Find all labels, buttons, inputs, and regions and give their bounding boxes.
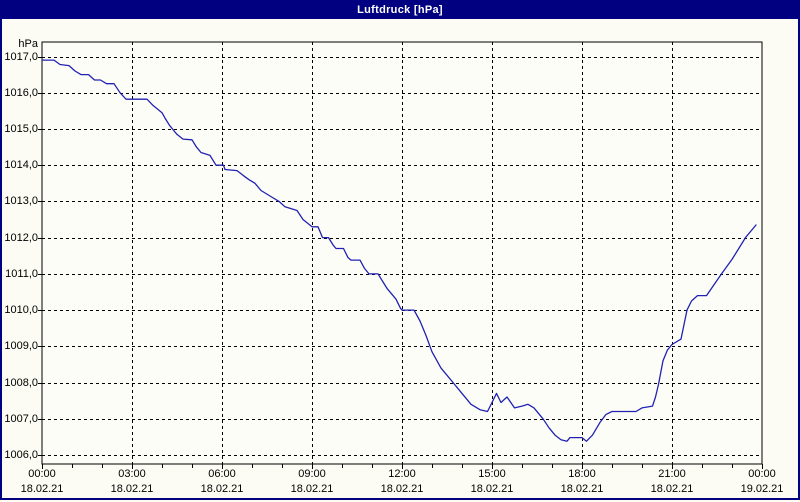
y-axis-tick-label: 1017,0 [4,51,38,63]
y-axis-tick-label: 1012,0 [4,232,38,244]
x-axis-time-label: 21:00 [658,468,686,480]
x-axis-date-label: 18.02.21 [470,483,514,495]
x-axis-time-label: 12:00 [388,468,416,480]
x-axis-time-label: 09:00 [298,468,326,480]
y-axis-tick-label: 1010,0 [4,304,38,316]
x-axis-time-label: 15:00 [478,468,506,480]
x-axis-date-label: 18.02.21 [560,483,604,495]
x-axis-time-label: 03:00 [118,468,146,480]
pressure-series-line [41,59,757,442]
y-axis-tick-label: 1008,0 [4,377,38,389]
x-axis-date-label: 18.02.21 [380,483,424,495]
y-axis-tick-label: 1016,0 [4,87,38,99]
y-axis-tick-label: 1015,0 [4,123,38,135]
y-axis-tick-label: 1014,0 [4,159,38,171]
window-titlebar: Luftdruck [hPa] [2,2,798,19]
window-title: Luftdruck [hPa] [357,4,443,16]
x-axis-date-label: 18.02.21 [200,483,244,495]
y-axis-tick-label: 1009,0 [4,340,38,352]
y-axis-tick-label: 1007,0 [4,413,38,425]
y-axis-tick-label: 1006,0 [4,449,38,461]
x-axis-date-label: 18.02.21 [110,483,154,495]
y-axis-unit-label: hPa [18,38,38,50]
x-axis-date-label: 19.02.21 [740,483,784,495]
x-axis-time-label: 06:00 [208,468,236,480]
x-axis-date-label: 18.02.21 [20,483,64,495]
y-axis-tick-label: 1011,0 [5,268,38,280]
x-axis-time-label: 00:00 [28,468,56,480]
x-axis-date-label: 18.02.21 [650,483,694,495]
x-axis-date-label: 18.02.21 [290,483,334,495]
y-axis-tick-label: 1013,0 [4,195,38,207]
x-axis-time-label: 18:00 [568,468,596,480]
x-axis-time-label: 00:00 [748,468,776,480]
